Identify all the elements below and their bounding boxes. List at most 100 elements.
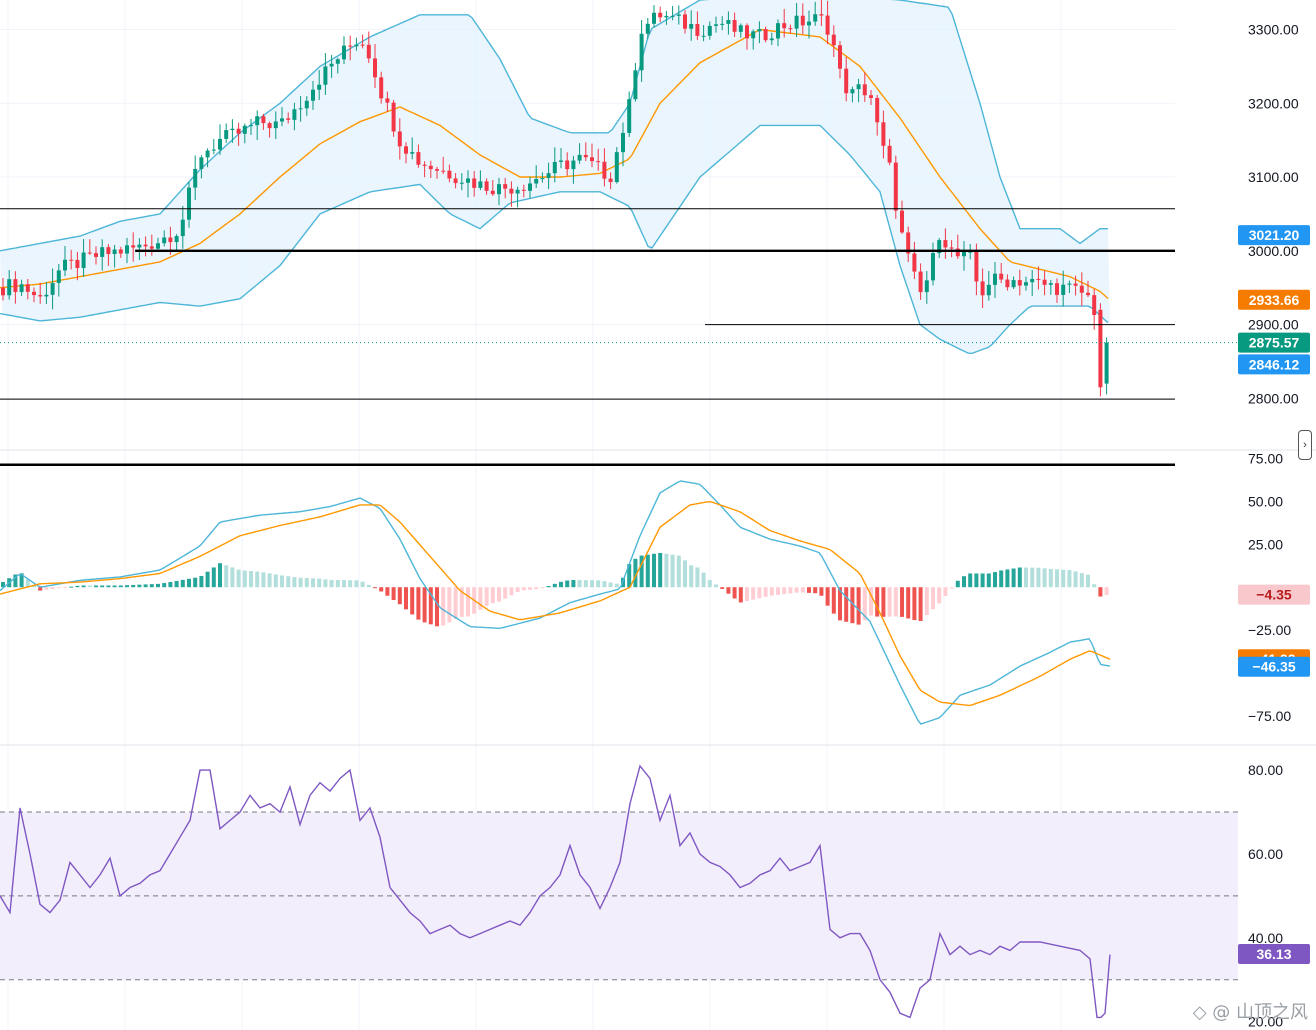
macd-histogram-bar	[844, 587, 849, 622]
rsi-axis-label: 40.00	[1248, 930, 1283, 946]
candle-body	[602, 161, 607, 179]
candle-body	[329, 63, 334, 67]
candle-body	[763, 29, 768, 41]
macd-histogram-bar	[267, 573, 272, 588]
candle-body	[1073, 283, 1078, 286]
macd-histogram-bar	[862, 587, 867, 621]
macd-histogram-bar	[900, 587, 904, 617]
macd-histogram-bar	[943, 587, 948, 597]
macd-axis-label: 25.00	[1248, 536, 1283, 552]
macd-histogram-bar	[955, 580, 960, 588]
candle-body	[497, 184, 501, 195]
macd-histogram-bar	[44, 587, 49, 590]
macd-histogram-bar	[639, 555, 644, 588]
candle-body	[249, 125, 253, 127]
macd-histogram-bar	[968, 573, 973, 588]
candle-body	[1092, 295, 1097, 316]
macd-histogram-bar	[757, 587, 762, 599]
macd-histogram-bar	[323, 579, 328, 588]
candle-body	[422, 164, 427, 166]
candle-body	[1067, 283, 1072, 285]
candle-body	[366, 44, 371, 59]
bollinger-lower-line	[0, 124, 1109, 355]
macd-histogram-bar	[280, 575, 284, 588]
candle-body	[546, 173, 551, 179]
macd-histogram-bar	[354, 580, 359, 588]
macd-histogram-bar	[360, 581, 365, 588]
macd-histogram-bar	[528, 587, 532, 590]
candle-body	[608, 178, 613, 183]
macd-histogram-bar	[993, 572, 997, 588]
candle-body	[416, 152, 421, 165]
macd-histogram-bar	[1011, 568, 1016, 588]
candle-body	[515, 189, 520, 194]
price-badge-bg	[1238, 354, 1310, 375]
macd-histogram-bar	[379, 587, 384, 592]
candle-body	[707, 25, 712, 36]
candle-body	[348, 45, 353, 47]
macd-histogram-bar	[683, 560, 687, 588]
candle-body	[571, 160, 576, 170]
candle-body	[404, 146, 408, 154]
macd-histogram-bar	[726, 587, 731, 594]
candle-body	[199, 157, 204, 169]
macd-histogram-bar	[162, 583, 167, 588]
candle-body	[590, 157, 594, 162]
macd-histogram-bar	[1061, 569, 1066, 588]
macd-histogram-bar	[106, 585, 111, 588]
candle-body	[509, 188, 514, 194]
candle-body	[484, 181, 489, 191]
macd-histogram-bar	[180, 579, 185, 588]
candle-body	[100, 247, 105, 257]
macd-histogram-bar	[986, 573, 991, 588]
candle-body	[614, 152, 619, 183]
candle-body	[1104, 342, 1109, 384]
macd-histogram-bar	[1036, 567, 1041, 588]
macd-histogram-bar	[1042, 568, 1047, 588]
macd-histogram-bar	[112, 585, 117, 588]
candle-body	[813, 14, 818, 22]
candle-body	[453, 178, 458, 184]
macd-axis-label: −75.00	[1248, 708, 1291, 724]
candle-body	[658, 12, 663, 18]
macd-histogram-bar	[565, 580, 570, 588]
candle-body	[621, 132, 625, 153]
macd-histogram-bar	[800, 587, 805, 593]
macd-histogram-bar	[168, 581, 173, 588]
macd-histogram-bar	[1104, 587, 1109, 595]
macd-histogram-bar	[466, 587, 470, 617]
candle-body	[56, 270, 61, 283]
scroll-right-button[interactable]: ›	[1298, 430, 1312, 460]
candle-body	[1030, 278, 1035, 283]
macd-histogram-bar	[627, 564, 632, 588]
price-axis-label: 2900.00	[1248, 317, 1299, 333]
candle-body	[13, 279, 18, 293]
candles	[1, 0, 1109, 397]
macd-histogram-bar	[788, 587, 793, 594]
candle-body	[831, 34, 836, 46]
macd-histogram-bar	[329, 579, 334, 588]
candle-body	[298, 108, 303, 110]
candle-body	[25, 284, 30, 292]
candle-body	[317, 84, 322, 90]
candle-body	[87, 252, 92, 254]
macd-histogram-bar	[980, 573, 985, 588]
candle-body	[856, 84, 861, 90]
macd-histogram-bar	[273, 574, 278, 588]
macd-histogram-bar	[478, 587, 483, 610]
macd-histogram-bar	[676, 555, 681, 588]
candle-body	[577, 154, 582, 161]
candle-body	[280, 118, 284, 122]
candle-body	[906, 232, 911, 254]
candle-body	[69, 259, 74, 261]
candle-body	[391, 102, 396, 132]
candle-body	[986, 284, 991, 296]
macd-histogram-bar	[974, 573, 979, 588]
candle-body	[695, 23, 700, 36]
macd-histogram-bar	[261, 572, 266, 588]
candle-body	[757, 29, 762, 32]
macd-histogram-bar	[652, 553, 656, 588]
candle-body	[924, 280, 929, 293]
candle-body	[893, 162, 898, 211]
candle-body	[639, 33, 644, 71]
